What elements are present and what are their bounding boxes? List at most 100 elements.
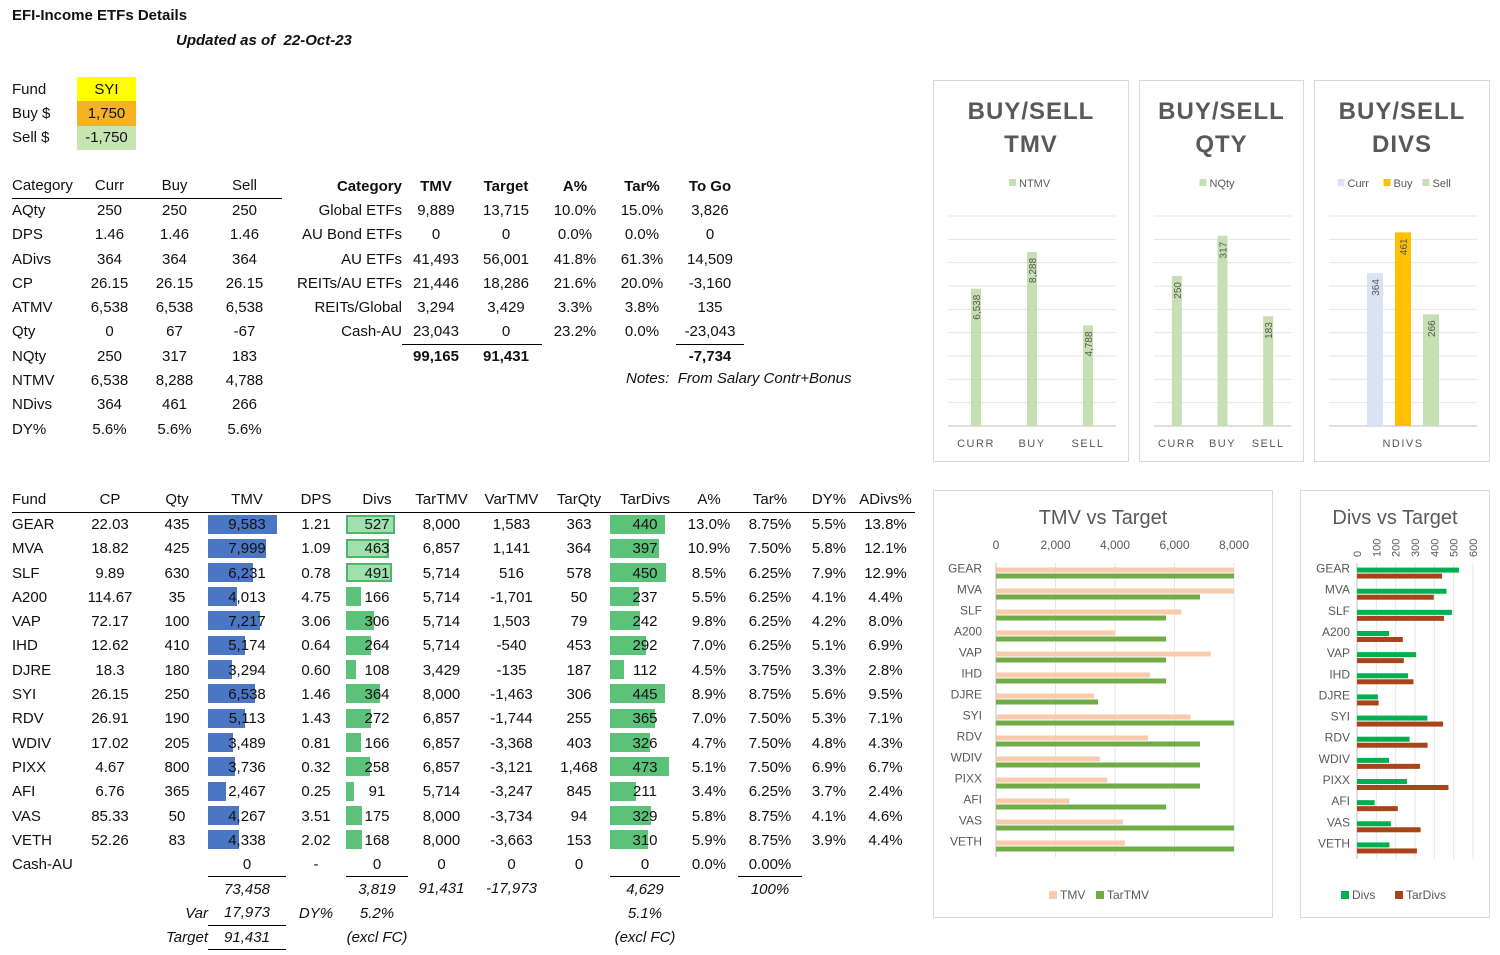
fund-cell-text: -1,744 (490, 710, 533, 728)
fund-cell-text: 8.9% (691, 686, 727, 704)
fund-cell: 4.4% (856, 828, 915, 852)
divs-databar (346, 660, 357, 680)
fund-cell: 363 (548, 512, 610, 536)
fund-cell-text: 8,000 (422, 686, 461, 704)
fund-cell: 8.0% (856, 609, 915, 633)
tardivs-databar (610, 684, 666, 704)
category-label: VAP (959, 646, 982, 660)
fund-cell-text: 4.1% (811, 588, 847, 606)
fund-cell-text: 6.25% (748, 613, 792, 631)
fund-cell-text: 1.43 (301, 710, 331, 728)
alloc-cell: 20.0% (620, 274, 664, 292)
fund-cell-text: 13.8% (864, 516, 907, 534)
fund-cell: 8.75% (738, 828, 802, 852)
tardivs-databar (610, 587, 640, 607)
fund-cell: 365 (146, 780, 208, 804)
fund-cell: 8.75% (738, 682, 802, 706)
fund-cell: 6.25% (738, 585, 802, 609)
tick-label: 0 (993, 538, 1000, 552)
fund-cell: 1,583 (475, 512, 548, 536)
bar (1357, 652, 1417, 658)
fund-cell-text: 1,468 (560, 758, 598, 776)
fund-cell-text: 0.32 (301, 758, 331, 776)
fund-cell-text: PIXX (12, 758, 47, 776)
funds-var-cell: 5.2% (359, 904, 395, 922)
tardivs-databar (610, 805, 651, 825)
funds-var-cell: 17,973 (208, 901, 286, 926)
funds-var-row: Var 17,973 DY% 5.2% 5.1% (12, 901, 915, 926)
tardivs-databar (610, 830, 649, 850)
fund-cell: 4.3% (856, 731, 915, 755)
fund-cell-text: 52.26 (91, 831, 129, 849)
alloc-header-cell: TMV (420, 177, 452, 195)
funds-header-cell: DY% (802, 488, 856, 513)
calc-cell: 6,538 (155, 299, 194, 317)
fund-cell-text: 180 (164, 661, 190, 679)
fund-cell: MVA (12, 537, 74, 561)
fund-cell: 8,000 (408, 682, 475, 706)
fund-cell-text: 5.8% (691, 807, 727, 825)
fund-cell: 272 (346, 707, 408, 731)
fund-cell: 26.15 (74, 682, 146, 706)
fund-cell-text: 5,714 (422, 637, 461, 655)
fund-cell-text: 7.50% (748, 540, 792, 558)
funds-target-cell (856, 925, 915, 949)
calc-cell: 6,538 (90, 299, 129, 317)
fund-cell-text: 187 (566, 661, 592, 679)
fund-cell-text: 85.33 (91, 807, 129, 825)
fund-cell-text: 5.1% (691, 758, 727, 776)
fund-cell-text: 8.5% (691, 564, 727, 582)
tick-label: 6,000 (1159, 538, 1189, 552)
fund-cell: 845 (548, 780, 610, 804)
fund-cell: 5,714 (408, 634, 475, 658)
category-label: RDV (1325, 731, 1350, 745)
fund-cell-text: 258 (364, 758, 390, 776)
tick-label: 8,000 (1219, 538, 1249, 552)
category-label: MVA (957, 583, 982, 597)
fund-cell-text: 242 (632, 613, 658, 631)
fund-cell: 7.1% (856, 707, 915, 731)
fund-cell-text: Cash-AU (12, 856, 73, 874)
bar (996, 819, 1123, 825)
fund-cell: 1.46 (286, 682, 346, 706)
fund-cell-text: -3,121 (490, 758, 533, 776)
bar (996, 783, 1200, 789)
fund-cell: 3.51 (286, 804, 346, 828)
sheet-title: EFI-Income ETFs Details (12, 7, 188, 24)
fund-cell: 2.4% (856, 780, 915, 804)
calc-cell: DPS (12, 226, 43, 244)
legend-swatch (1395, 891, 1403, 899)
fund-cell: 4.5% (680, 658, 738, 682)
fund-cell: 5,113 (208, 707, 286, 731)
fund-cell: 0 (548, 852, 610, 876)
tmv-databar (208, 805, 239, 825)
divs-databar (346, 708, 372, 728)
funds-total-cell (856, 877, 915, 901)
fund-cell: 180 (146, 658, 208, 682)
fund-cell-text: 3,736 (228, 758, 266, 776)
fund-cell-text: 8,000 (422, 831, 461, 849)
fund-cell: 410 (146, 634, 208, 658)
fund-cell: 114.67 (74, 585, 146, 609)
fund-cell: -3,663 (475, 828, 548, 852)
blank-cell (608, 344, 676, 368)
funds-total-cell: 91,431 (418, 880, 465, 898)
category-label: VAP (1327, 646, 1350, 660)
fund-cell-text: 8.75% (748, 831, 792, 849)
alloc-cell: 3.3% (557, 299, 593, 317)
funds-target-cell (286, 925, 346, 949)
fund-cell-text: 4.67 (95, 758, 125, 776)
fund-row: A200 114.67 35 4,013 4.75 166 5,714 -1,701 50 237… (12, 585, 915, 609)
fund-cell: 190 (146, 707, 208, 731)
fund-cell: AFI (12, 780, 74, 804)
fund-cell-text: 7.0% (691, 637, 727, 655)
funds-var-cell (74, 901, 146, 925)
fund-cell-text: 205 (164, 734, 190, 752)
alloc-cell: -3,160 (688, 274, 732, 292)
fund-cell: 329 (610, 804, 680, 828)
bar-data-label: 317 (1219, 241, 1230, 258)
divs-databar (346, 538, 389, 558)
tick-label: 500 (1449, 539, 1461, 557)
fund-cell: 26.91 (74, 707, 146, 731)
fund-cell-text: 7.9% (811, 564, 847, 582)
